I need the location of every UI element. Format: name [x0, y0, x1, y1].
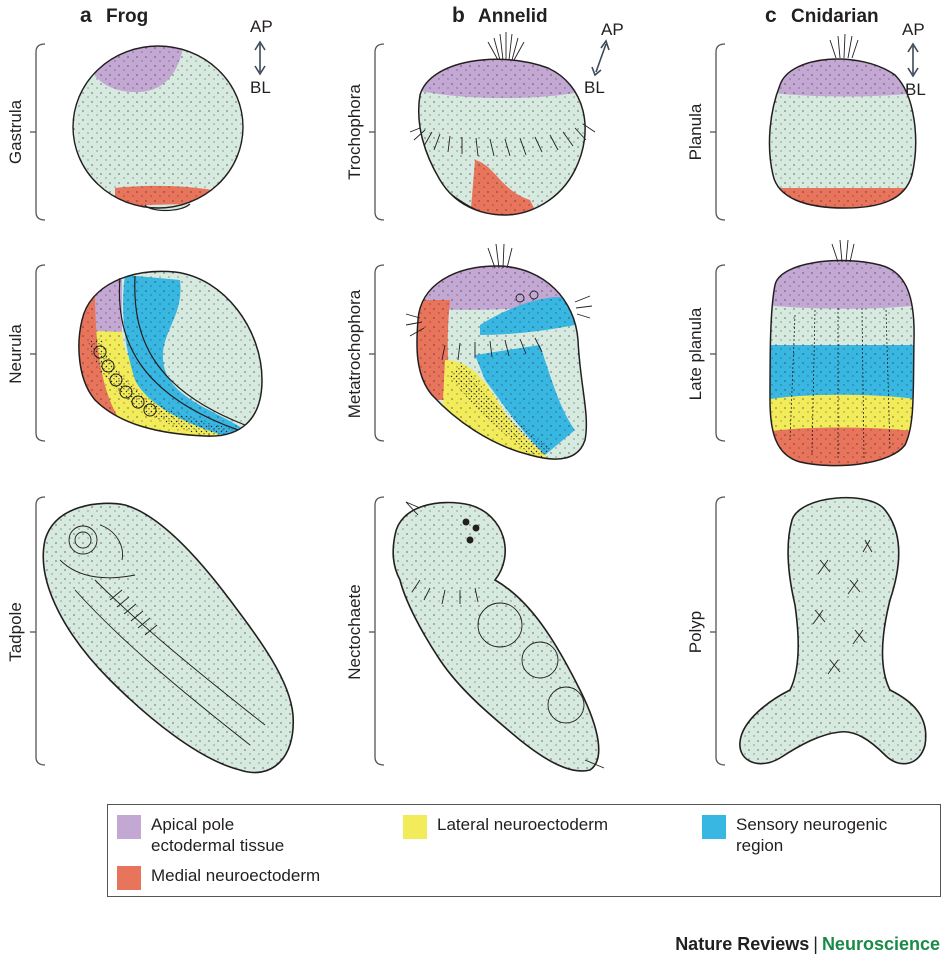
legend-label: Lateral neuroectoderm: [437, 814, 608, 835]
legend-swatch: [117, 866, 141, 890]
annelid-trochophora-illustration: [409, 32, 596, 216]
column-letter: b: [452, 4, 465, 27]
legend-label-line: Apical pole: [151, 815, 235, 834]
legend-label-line: Lateral neuroectoderm: [437, 815, 609, 834]
legend-swatch: [117, 815, 141, 839]
axis-label-bottom: BL: [584, 78, 605, 97]
column-title: Frog: [106, 6, 148, 27]
axis-indicator-frog: AP BL: [250, 17, 273, 97]
axis-label-top: AP: [902, 20, 925, 39]
stage-labels: Gastrula Neurula Tadpole Trochophora Met…: [6, 84, 705, 680]
cilia-tuft: [487, 32, 525, 61]
stage-label: Gastrula: [6, 99, 25, 164]
legend-item-sensory: Sensory neurogenic region: [702, 814, 887, 856]
legend-label-line: Medial neuroectoderm: [151, 866, 321, 885]
column-header-cnidarian: c Cnidarian: [765, 4, 879, 27]
frog-tadpole-illustration: [42, 502, 294, 774]
legend-label: Medial neuroectoderm: [151, 865, 320, 886]
cnidarian-polyp-illustration: [739, 496, 927, 765]
stage-label: Nectochaete: [345, 584, 364, 679]
legend-item-medial: Medial neuroectoderm: [117, 865, 320, 890]
frog-gastrula-illustration: [72, 45, 244, 212]
cnidarian-late-planula-illustration: [769, 239, 915, 467]
legend-label: Apical pole ectodermal tissue: [151, 814, 284, 856]
double-arrow-icon: [595, 43, 607, 73]
ciliary-band: [409, 123, 596, 157]
legend-label-line: Sensory neurogenic: [736, 815, 888, 834]
stage-label: Trochophora: [345, 84, 364, 180]
cilia-tuft: [831, 239, 855, 263]
annelid-metatrochophora-illustration: [405, 243, 593, 460]
legend-swatch: [702, 815, 726, 839]
column-title: Annelid: [478, 6, 548, 27]
axis-indicator-cnidarian: AP BL: [902, 20, 926, 99]
axis-label-top: AP: [250, 17, 273, 36]
journal-credit: Nature Reviews | Neuroscience: [675, 934, 940, 955]
stage-label: Tadpole: [6, 602, 25, 662]
legend-label-line: ectodermal tissue: [151, 836, 285, 855]
legend-label-line: region: [736, 836, 784, 855]
stage-label: Planula: [686, 103, 705, 160]
frog-neurula-illustration: [78, 270, 263, 437]
legend-label: Sensory neurogenic region: [736, 814, 887, 856]
journal-name: Nature Reviews: [675, 934, 810, 954]
cnidarian-planula-illustration: [768, 33, 917, 209]
stage-label: Metatrochophora: [345, 289, 364, 418]
legend: Apical pole ectodermal tissue Lateral ne…: [107, 804, 941, 897]
column-letter: a: [80, 4, 92, 27]
axis-label-top: AP: [601, 20, 624, 39]
column-letter: c: [765, 4, 777, 27]
annelid-nectochaete-illustration: [392, 501, 605, 772]
journal-subject: Neuroscience: [821, 934, 940, 954]
separator: |: [813, 934, 818, 954]
stage-label: Neurula: [6, 324, 25, 384]
stage-label: Polyp: [686, 611, 705, 654]
cilia-tuft: [829, 33, 859, 59]
axis-label-bottom: BL: [250, 78, 271, 97]
legend-item-lateral: Lateral neuroectoderm: [403, 814, 608, 839]
column-header-frog: a Frog: [80, 4, 148, 27]
legend-item-apical: Apical pole ectodermal tissue: [117, 814, 284, 856]
axis-indicator-annelid: AP BL: [584, 20, 624, 97]
column-title: Cnidarian: [791, 6, 879, 27]
legend-swatch: [403, 815, 427, 839]
bracket-group: [30, 43, 726, 766]
column-header-annelid: b Annelid: [452, 4, 548, 27]
axis-label-bottom: BL: [905, 80, 926, 99]
stage-label: Late planula: [686, 307, 705, 400]
